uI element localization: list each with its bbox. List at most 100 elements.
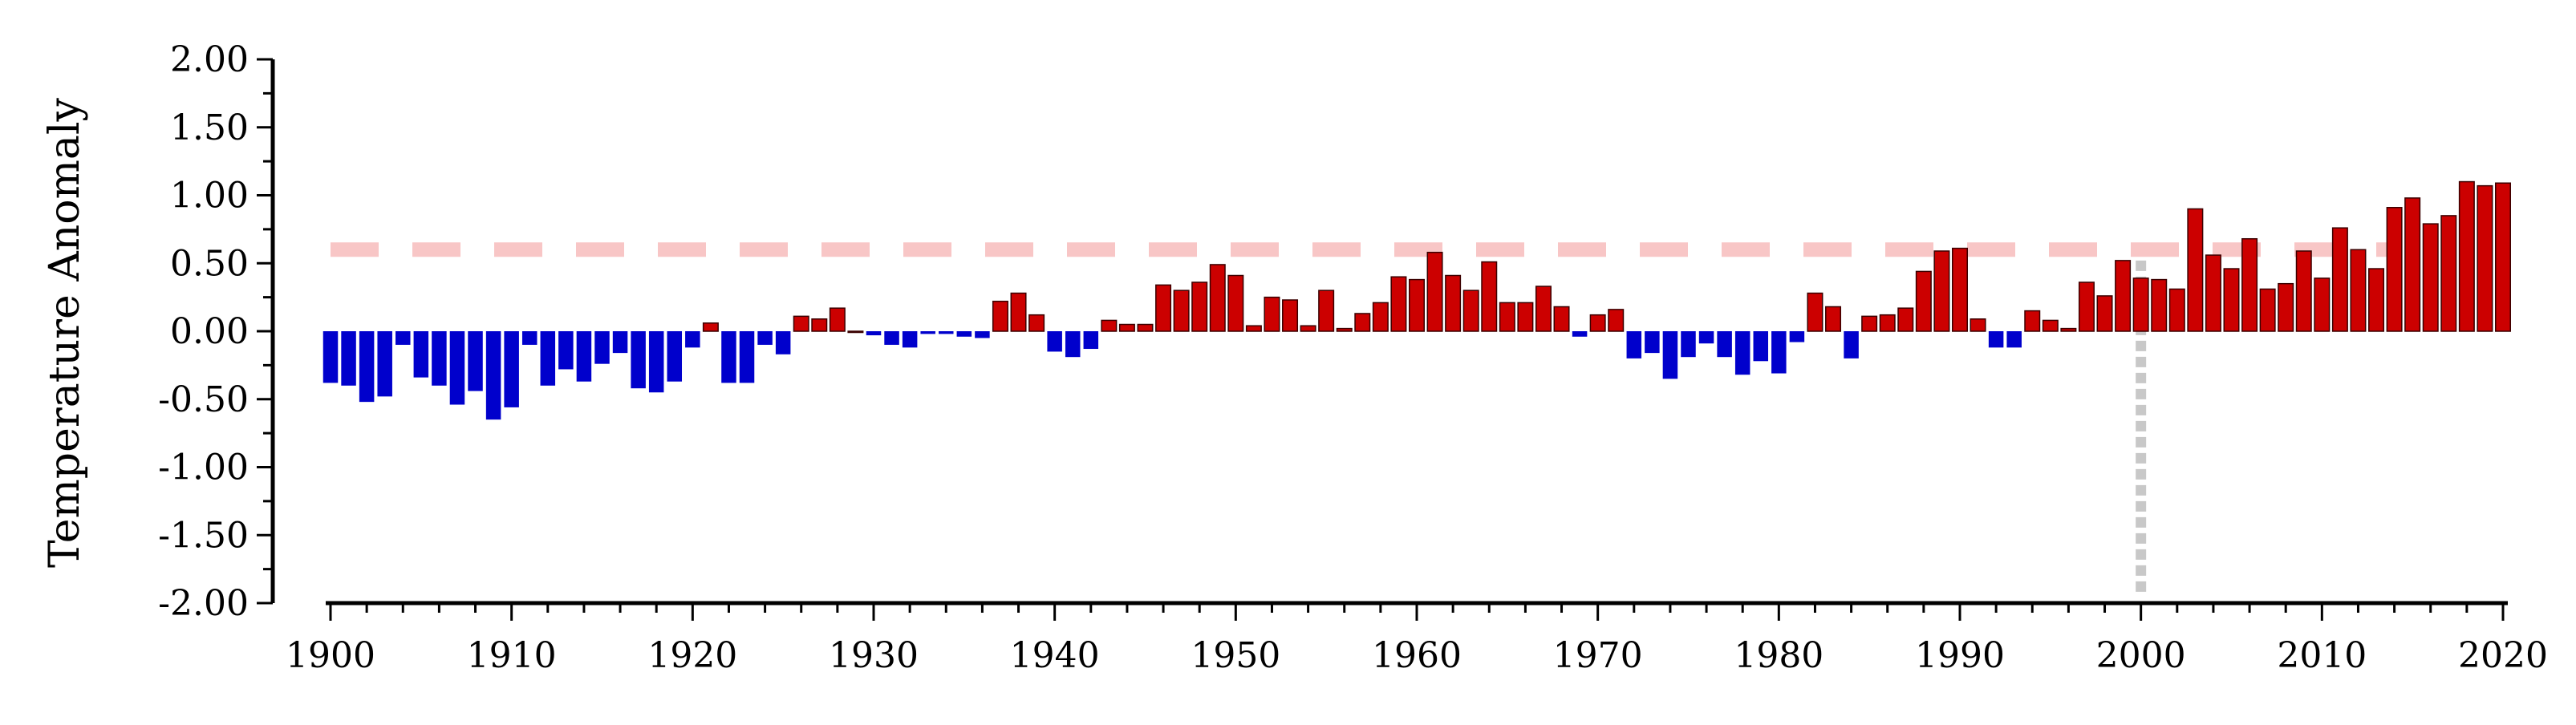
bar-negative	[775, 331, 791, 354]
bar-positive	[1462, 290, 1479, 332]
bar-positive	[2078, 281, 2095, 332]
bar-negative	[956, 331, 972, 337]
bar-positive	[2314, 277, 2331, 332]
bar-positive	[1861, 315, 1878, 332]
x-tick-label: 1990	[1915, 635, 2005, 676]
bar-positive	[1933, 250, 1950, 332]
bar-negative	[1662, 331, 1678, 379]
bar-positive	[1028, 314, 1045, 332]
bar-positive	[811, 318, 828, 332]
bar-positive	[1390, 276, 1407, 332]
bar-positive	[2477, 184, 2493, 332]
bar-positive	[1553, 306, 1570, 332]
y-tick-label: 1.50	[170, 107, 249, 148]
bar-negative	[1771, 331, 1787, 374]
bar-negative	[631, 331, 646, 389]
bar-positive	[2132, 277, 2149, 332]
y-axis-title: Temperature Anomaly	[41, 97, 89, 567]
bar-negative	[341, 331, 356, 386]
bar-negative	[504, 331, 519, 407]
bar-negative	[359, 331, 375, 403]
bar-negative	[902, 331, 918, 348]
bar-negative	[1572, 331, 1588, 337]
bar-negative	[757, 331, 773, 345]
bar-positive	[1336, 327, 1353, 332]
bar-positive	[2060, 327, 2077, 332]
bar-negative	[1988, 331, 2004, 348]
bar-negative	[1681, 331, 1696, 358]
bar-positive	[2386, 207, 2403, 332]
bar-positive	[1118, 323, 1135, 332]
bar-positive	[1191, 281, 1208, 332]
y-tick-label: 1.00	[170, 176, 249, 217]
y-tick-label: 0.00	[170, 311, 249, 352]
bar-negative	[975, 331, 990, 338]
bar-positive	[2404, 197, 2421, 332]
bar-positive	[2241, 237, 2258, 332]
x-tick-label: 1930	[829, 635, 919, 676]
bar-positive	[2151, 278, 2168, 332]
bar-positive	[2331, 227, 2348, 332]
bar-negative	[1734, 331, 1750, 375]
bar-negative	[540, 331, 556, 386]
bar-negative	[2006, 331, 2022, 348]
bar-negative	[1047, 331, 1062, 352]
bar-negative	[521, 331, 538, 345]
bar-positive	[793, 315, 809, 332]
bar-positive	[702, 322, 719, 332]
x-tick-label: 2020	[2458, 635, 2548, 676]
bar-negative	[685, 331, 700, 348]
bar-negative	[1789, 331, 1805, 342]
bar-positive	[1318, 290, 1335, 332]
y-tick-label: 0.50	[170, 243, 249, 284]
bar-negative	[485, 331, 501, 420]
bar-positive	[1245, 325, 1262, 332]
bar-positive	[1372, 302, 1389, 332]
bar-negative	[1844, 331, 1859, 358]
bar-negative	[648, 331, 664, 393]
bar-positive	[1481, 261, 1498, 332]
bar-positive	[1155, 284, 1172, 332]
bar-positive	[2115, 260, 2132, 332]
bar-positive	[847, 330, 864, 334]
labels-layer: Temperature Anomaly 2.00 1.50 1.00 0.50 0.00…	[41, 39, 2548, 676]
bar-positive	[1517, 302, 1534, 332]
x-tick-label: 1970	[1553, 635, 1643, 676]
y-tick-label: -1.50	[158, 515, 249, 556]
bar-positive	[2295, 250, 2312, 332]
bar-positive	[1897, 307, 1914, 332]
bar-negative	[884, 331, 899, 345]
bars-layer	[323, 180, 2511, 420]
bar-positive	[1915, 270, 1932, 332]
bar-negative	[1083, 331, 1099, 350]
x-tick-label: 1980	[1734, 635, 1823, 676]
bar-positive	[1010, 292, 1027, 332]
x-tick-label: 1910	[467, 635, 557, 676]
bar-negative	[920, 331, 935, 334]
bar-negative	[1065, 331, 1081, 358]
bar-positive	[2042, 319, 2059, 332]
bar-negative	[667, 331, 683, 382]
bar-negative	[1626, 331, 1642, 358]
bar-positive	[1137, 323, 1154, 332]
x-tick-label: 1920	[647, 635, 737, 676]
bar-positive	[2440, 215, 2457, 332]
bar-positive	[1227, 274, 1244, 332]
bar-negative	[323, 331, 339, 383]
bar-positive	[2458, 180, 2475, 332]
bar-negative	[396, 331, 411, 345]
bar-positive	[1101, 319, 1118, 332]
bar-positive	[1300, 325, 1316, 332]
bar-positive	[2259, 288, 2276, 332]
bar-negative	[377, 331, 392, 397]
bar-positive	[1608, 309, 1625, 332]
bar-positive	[2024, 310, 2041, 332]
bar-positive	[992, 300, 1008, 332]
x-tick-label: 1950	[1191, 635, 1280, 676]
bar-negative	[449, 331, 465, 405]
x-tick-label: 2000	[2096, 635, 2186, 676]
bar-negative	[1753, 331, 1769, 362]
bar-negative	[612, 331, 628, 354]
